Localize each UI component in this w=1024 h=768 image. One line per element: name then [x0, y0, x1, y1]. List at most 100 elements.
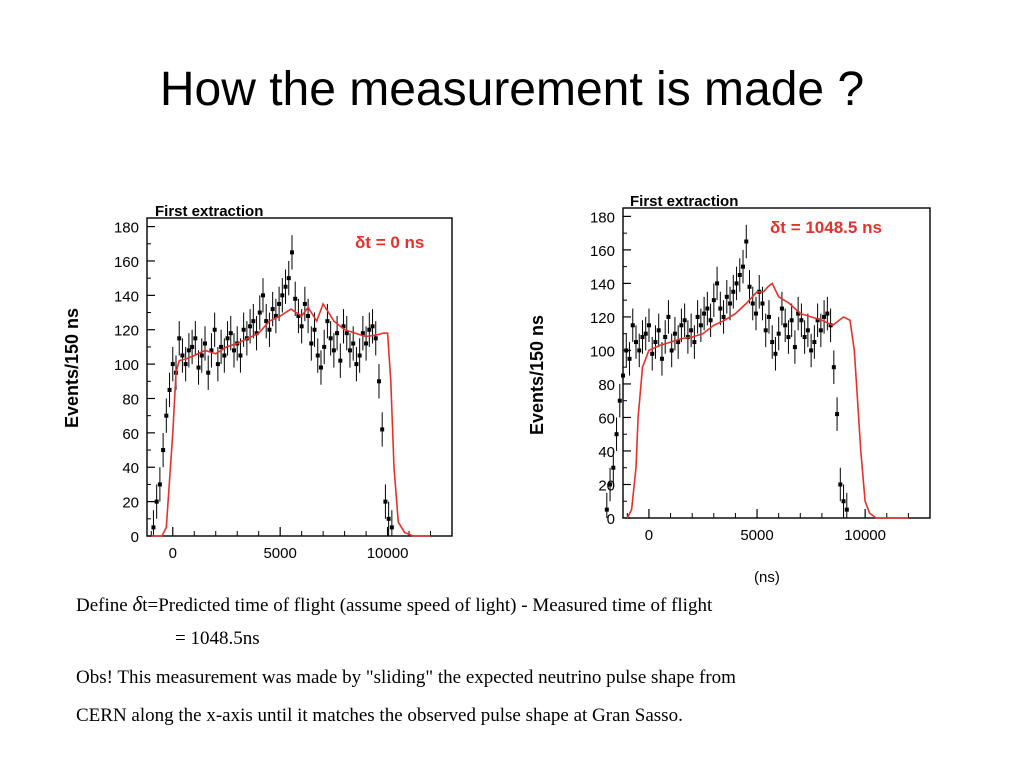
data-point [306, 313, 311, 318]
data-point [238, 353, 243, 358]
obs-line-1: Obs! This measurement was made by "slidi… [76, 667, 736, 688]
data-point [805, 328, 810, 333]
data-point [215, 362, 220, 367]
data-point [354, 362, 359, 367]
data-point [383, 499, 388, 504]
data-point [828, 323, 833, 328]
y-tick-label: 80 [598, 377, 615, 394]
data-point [663, 335, 668, 340]
data-point [614, 432, 619, 437]
y-tick-label: 100 [590, 343, 615, 360]
x-tick-label: 10000 [844, 527, 886, 544]
data-point [715, 281, 720, 286]
data-point [267, 327, 272, 332]
y-tick-label: 180 [114, 220, 139, 237]
data-point [770, 340, 775, 345]
chart-right-svg: First extraction δt = 1048.5 ns Events/1… [527, 193, 931, 586]
data-point [802, 335, 807, 340]
data-point [689, 328, 694, 333]
y-tick-label: 120 [590, 310, 615, 327]
data-point [293, 296, 298, 301]
data-point [734, 281, 739, 286]
data-point [679, 323, 684, 328]
data-point [666, 314, 671, 319]
data-point [209, 348, 214, 353]
data-point [151, 525, 156, 530]
data-point [264, 319, 269, 324]
data-point [702, 311, 707, 316]
data-point [344, 331, 349, 336]
data-point [841, 499, 846, 504]
data-point [315, 353, 320, 358]
data-point [773, 351, 778, 356]
data-point [183, 362, 188, 367]
data-point [711, 298, 716, 303]
x-tick-label: 10000 [367, 545, 409, 560]
y-tick-label: 100 [114, 357, 139, 374]
data-point [672, 331, 677, 336]
data-point [621, 373, 626, 378]
chart-title: First extraction [630, 193, 738, 210]
data-point [228, 331, 233, 336]
x-tick-label: 5000 [263, 545, 296, 560]
data-point [604, 507, 609, 512]
data-point [347, 348, 352, 353]
x-tick-label: 0 [645, 527, 653, 544]
data-point [386, 516, 391, 521]
data-point [328, 336, 333, 341]
data-point [796, 311, 801, 316]
data-point [312, 327, 317, 332]
data-point [760, 301, 765, 306]
data-point [167, 387, 172, 392]
data-point [376, 379, 381, 384]
data-point [737, 273, 742, 278]
y-tick-label: 20 [122, 495, 139, 512]
data-point [640, 335, 645, 340]
data-point [692, 340, 697, 345]
data-point [364, 341, 369, 346]
definition-line: Define δt=Predicted time of flight (assu… [76, 592, 712, 617]
data-point [309, 341, 314, 346]
data-point [341, 324, 346, 329]
data-point [783, 323, 788, 328]
data-point [367, 327, 372, 332]
data-point [177, 336, 182, 341]
data-point [634, 340, 639, 345]
data-point [747, 284, 752, 289]
data-point [695, 314, 700, 319]
slide-title: How the measurement is made ? [159, 63, 865, 116]
data-point [669, 348, 674, 353]
data-point [779, 306, 784, 311]
data-point [815, 318, 820, 323]
y-tick-label: 40 [122, 460, 139, 477]
data-point [370, 324, 375, 329]
data-point [835, 412, 840, 417]
data-point [659, 356, 664, 361]
definition-text: t=Predicted time of flight (assume speed… [142, 595, 713, 616]
data-point [741, 264, 746, 269]
data-point [206, 370, 211, 375]
data-point [161, 448, 166, 453]
data-point [157, 482, 162, 487]
data-point [776, 331, 781, 336]
data-point [260, 293, 265, 298]
y-tick-label: 80 [122, 391, 139, 408]
data-point [708, 318, 713, 323]
data-point [283, 284, 288, 289]
y-tick-label: 160 [590, 243, 615, 260]
data-point [766, 314, 771, 319]
data-point [724, 294, 729, 299]
definition-prefix: Define [76, 595, 133, 616]
data-point [212, 327, 217, 332]
chart-panel-right: First extraction δt = 1048.5 ns Events/1… [520, 180, 940, 595]
data-point [273, 313, 278, 318]
data-point [637, 348, 642, 353]
y-tick-label: 180 [590, 209, 615, 226]
chart-annotation: δt = 0 ns [355, 233, 424, 252]
data-point [763, 328, 768, 333]
model-curve [626, 282, 909, 519]
data-point [844, 507, 849, 512]
y-tick-label: 40 [598, 444, 615, 461]
data-point [251, 319, 256, 324]
data-point [838, 482, 843, 487]
